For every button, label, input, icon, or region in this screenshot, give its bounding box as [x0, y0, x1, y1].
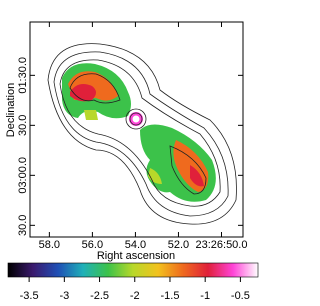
- plot-frame: [29, 21, 244, 238]
- y-tick-label: 03:00.0: [17, 157, 29, 194]
- x-tick-label: 56.0: [82, 239, 103, 251]
- colorbar-tick-label: -1: [200, 290, 210, 302]
- x-tick-label: 52.0: [168, 239, 189, 251]
- y-axis-label: Declination: [5, 83, 17, 137]
- colorbar-tick-label: -1.5: [160, 290, 179, 302]
- colorbar-tick-label: -3.5: [20, 290, 39, 302]
- y-tick-label: 01:30.0: [17, 57, 29, 94]
- x-tick-label: 54.0: [125, 239, 146, 251]
- chart: Right ascension Declination 58.0 56.0 54.0…: [5, 21, 259, 302]
- x-axis-label: Right ascension: [97, 250, 175, 262]
- colorbar-tick-label: -3: [59, 290, 69, 302]
- contours: [47, 43, 237, 225]
- colorbar-tick-label: -0.5: [231, 290, 250, 302]
- colorbar-tick-label: -2: [130, 290, 140, 302]
- spectral-map: [62, 63, 216, 202]
- x-tick-label: 23:26:50.0: [195, 239, 247, 251]
- x-tick-label: 58.0: [39, 239, 60, 251]
- y-tick-label: 30.0: [17, 115, 29, 136]
- y-tick-label: 30.0: [17, 215, 29, 236]
- colorbar-tick-label: -2.5: [90, 290, 109, 302]
- colorbar: [7, 262, 259, 278]
